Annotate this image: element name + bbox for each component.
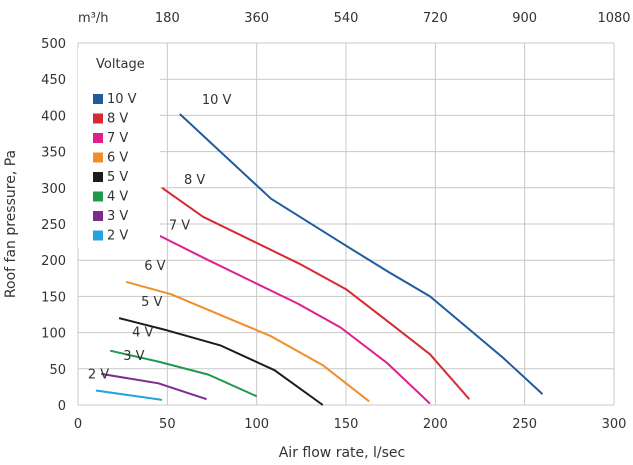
curve-label: 2 V	[88, 368, 109, 383]
series-line-4v	[109, 349, 258, 398]
legend-item-label: 6 V	[107, 151, 128, 166]
x-tick-label: 300	[602, 417, 627, 432]
legend-swatch	[93, 113, 103, 124]
y-tick-label: 450	[41, 73, 66, 88]
x-tick-label: 0	[74, 417, 82, 432]
y-tick-label: 400	[41, 109, 66, 124]
legend-item-label: 2 V	[107, 229, 128, 244]
x-tick-label: 100	[244, 417, 269, 432]
curve-label: 4 V	[132, 326, 153, 341]
curves	[95, 113, 544, 406]
legend-item-label: 7 V	[107, 131, 128, 146]
x-tick-label: 200	[423, 417, 448, 432]
legend: Voltage 10 V 8 V 7 V 6 V 5 V 4 V 3 V 2 V	[78, 48, 160, 248]
x-tick-label: 50	[159, 417, 176, 432]
top-tick-label: 540	[334, 11, 359, 26]
axis-ticks: 0 50 100 150 200 250 300 350 400 450 500 0 50 100 150 2…	[41, 11, 630, 432]
legend-swatch	[93, 172, 103, 182]
y-tick-label: 100	[41, 327, 66, 342]
top-tick-label: 1080	[597, 11, 630, 26]
curve-label: 8 V	[184, 173, 205, 188]
y-tick-label: 300	[41, 182, 66, 197]
curve-label: 3 V	[123, 349, 144, 364]
y-tick-label: 200	[41, 254, 66, 269]
curve-labels: 10 V 8 V 7 V 6 V 5 V 4 V 3 V 2 V	[88, 93, 232, 383]
top-tick-label: 720	[423, 11, 448, 26]
legend-swatch	[93, 211, 103, 221]
x-tick-label: 150	[334, 417, 359, 432]
series-line-5v	[118, 317, 324, 406]
series-line-10v	[179, 113, 544, 395]
x-axis-label: Air flow rate, l/sec	[279, 445, 406, 461]
legend-swatch	[93, 133, 103, 143]
x-tick-label: 250	[512, 417, 537, 432]
curve-label: 7 V	[169, 218, 190, 233]
y-tick-label: 500	[41, 37, 66, 52]
y-tick-label: 0	[58, 399, 66, 414]
legend-item-label: 3 V	[107, 209, 128, 224]
legend-swatch	[93, 191, 103, 202]
legend-items: 10 V 8 V 7 V 6 V 5 V 4 V 3 V 2 V	[93, 92, 137, 244]
series-line-8v	[161, 186, 471, 400]
series-line-7v	[154, 232, 431, 405]
legend-item-label: 4 V	[107, 190, 128, 205]
curve-label: 6 V	[144, 259, 165, 274]
top-tick-label: 900	[512, 11, 537, 26]
legend-background	[78, 48, 160, 248]
series-line-6v	[125, 280, 370, 403]
series-line-3v	[101, 372, 207, 401]
legend-swatch	[93, 94, 103, 104]
legend-swatch	[93, 230, 103, 241]
legend-item-label: 5 V	[107, 170, 128, 185]
y-tick-label: 350	[41, 146, 66, 161]
legend-swatch	[93, 152, 103, 163]
y-axis-label: Roof fan pressure, Pa	[3, 150, 19, 298]
y-tick-label: 150	[41, 290, 66, 305]
legend-title: Voltage	[96, 57, 145, 72]
y-tick-label: 50	[49, 363, 66, 378]
curve-label: 10 V	[202, 93, 232, 108]
top-axis-unit-label: m³/h	[78, 11, 109, 26]
y-tick-label: 250	[41, 218, 66, 233]
curve-label: 5 V	[141, 295, 162, 310]
top-tick-label: 180	[155, 11, 180, 26]
legend-item-label: 10 V	[107, 92, 137, 107]
top-tick-label: 360	[244, 11, 269, 26]
legend-item-label: 8 V	[107, 112, 128, 127]
series-line-2v	[95, 389, 163, 401]
